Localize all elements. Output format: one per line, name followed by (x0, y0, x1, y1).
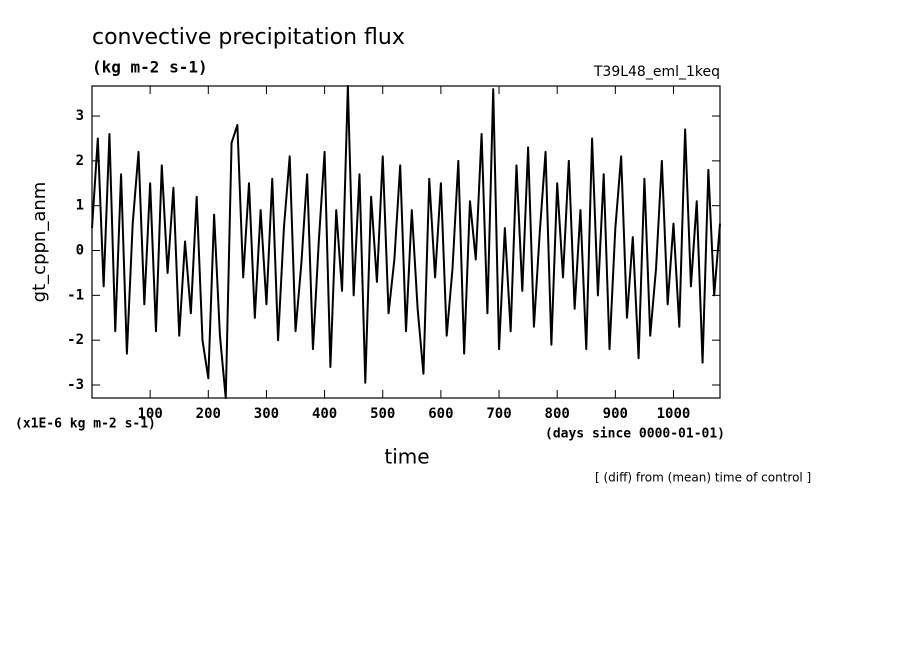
x-unit-label: (days since 0000-01-01) (545, 427, 725, 442)
x-tick-label: 900 (603, 406, 628, 422)
x-tick-label: 700 (486, 406, 511, 422)
y-axis-label: gt_cppn_anm (29, 182, 50, 303)
y-tick-label: 0 (76, 243, 84, 259)
chart-subtitle: (kg m-2 s-1) (92, 58, 208, 77)
x-tick-label: 500 (370, 406, 395, 422)
y-tick-label: 2 (76, 153, 84, 169)
chart-title: convective precipitation flux (92, 25, 405, 50)
x-tick-label: 200 (196, 406, 221, 422)
y-tick-label: 1 (76, 198, 84, 214)
y-unit-label: (x1E-6 kg m-2 s-1) (15, 417, 156, 432)
data-line (91, 85, 721, 399)
y-tick-label: 3 (76, 108, 84, 124)
y-tick-label: -2 (67, 332, 84, 348)
x-axis-label: time (384, 445, 429, 469)
x-tick-label: 100 (137, 406, 162, 422)
x-tick-label: 800 (545, 406, 570, 422)
x-tick-label: 400 (312, 406, 337, 422)
y-tick-label: -3 (67, 377, 84, 393)
x-tick-label: 300 (254, 406, 279, 422)
y-tick-label: -1 (67, 287, 84, 303)
x-tick-label: 600 (428, 406, 453, 422)
run-name: T39L48_eml_1keq (593, 64, 720, 80)
x-tick-label: 1000 (657, 406, 691, 422)
footnote: [ (diff) from (mean) time of control ] (595, 471, 811, 485)
plot-frame (91, 85, 721, 399)
